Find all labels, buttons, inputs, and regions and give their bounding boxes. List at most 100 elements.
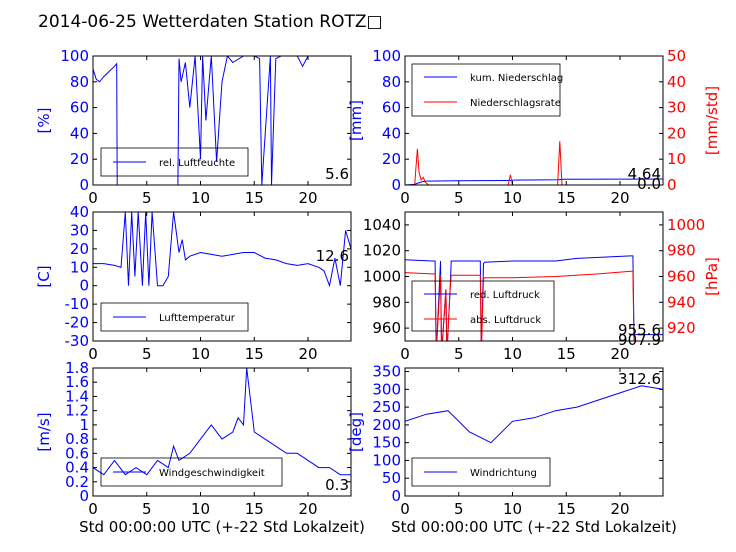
y-tick-label: 50 (382, 469, 401, 487)
x-tick-label: 0 (400, 345, 410, 363)
y-tick-label: 0 (79, 277, 89, 295)
legend-box (411, 63, 561, 117)
current-value-label: 4.64 (628, 165, 661, 183)
legend-label: rel. Luftfeuchte (159, 158, 235, 169)
plot-frame-windspeed (92, 367, 352, 497)
current-value-label-2: 0.0 (637, 175, 661, 193)
current-value-label: 955.6 (618, 321, 661, 339)
y-tick-label: 0 (79, 487, 89, 505)
x-tick-label: 20 (610, 345, 629, 363)
current-value-label: 12.6 (316, 247, 349, 265)
x-tick-label: 20 (610, 500, 629, 518)
x-tick-label: 5 (142, 500, 152, 518)
legend-label: Windrichtung (470, 468, 537, 479)
y-tick-label: -30 (65, 332, 90, 350)
x-tick-label: 5 (454, 189, 464, 207)
x-tick-label: 10 (191, 500, 210, 518)
y-right-tick-label: 960 (667, 268, 696, 286)
current-value-label-2: 907.9 (618, 331, 661, 349)
plot-frame-humidity (92, 55, 352, 186)
y-tick-label: 0.2 (65, 473, 89, 491)
y-tick-label: 0.6 (65, 444, 89, 462)
y-right-tick-label: 980 (667, 242, 696, 260)
y-right-tick-label: 30 (667, 99, 686, 117)
y-right-tick-label: 940 (667, 293, 696, 311)
x-tick-label: 0 (88, 189, 98, 207)
y-tick-label: 0.8 (65, 430, 89, 448)
series-line-precipitation-1 (405, 141, 663, 185)
x-tick-label: 15 (245, 500, 264, 518)
current-value-label: 5.6 (325, 165, 349, 183)
plot-temperature: 0 5 10 15 20-30-20-10010203040[C]Lufttempera… (35, 203, 352, 363)
y-tick-label: 1.8 (65, 359, 89, 377)
x-tick-label: 10 (191, 189, 210, 207)
plot-windspeed: 0 5 10 15 2000.20.40.60.811.21.41.61.8[m/s]S… (35, 359, 365, 536)
x-tick-label: 20 (298, 189, 317, 207)
x-tick-label: 5 (454, 345, 464, 363)
y-tick-label: 40 (382, 124, 401, 142)
y-right-tick-label: 920 (667, 319, 696, 337)
current-value-label: 0.3 (325, 476, 349, 494)
y-tick-label: 350 (372, 363, 401, 381)
y-axis-label: [m/s] (35, 412, 53, 451)
plot-frame-temperature (92, 211, 352, 342)
x-tick-label: 0 (88, 500, 98, 518)
legend-label: abs. Luftdruck (470, 315, 541, 326)
x-tick-label: 20 (298, 500, 317, 518)
x-tick-label: 10 (503, 500, 522, 518)
y-right-tick-label: 50 (667, 47, 686, 65)
x-tick-label: 15 (245, 189, 264, 207)
y-tick-label: 80 (382, 73, 401, 91)
y-tick-label: 1.6 (65, 373, 89, 391)
y-tick-label: 60 (382, 99, 401, 117)
legend-label: Niederschlagsrate (470, 98, 561, 109)
y-tick-label: 100 (372, 451, 401, 469)
y-tick-label: 1020 (363, 242, 401, 260)
y-tick-label: 10 (70, 258, 89, 276)
x-tick-label: 5 (142, 189, 152, 207)
plot-frame-precipitation (404, 55, 664, 186)
y-tick-label: 1 (79, 416, 89, 434)
x-tick-label: 0 (400, 189, 410, 207)
series-line-precipitation-0 (405, 178, 663, 185)
y-tick-label: 0 (79, 176, 89, 194)
y-tick-label: 30 (70, 221, 89, 239)
x-tick-label: 10 (503, 189, 522, 207)
series-line-humidity-0 (93, 56, 325, 185)
y-right-tick-label: 0 (667, 176, 677, 194)
y-tick-label: 0.4 (65, 459, 89, 477)
x-tick-label: 20 (298, 345, 317, 363)
x-tick-label: 0 (88, 345, 98, 363)
legend-box (100, 457, 283, 487)
y-right-tick-label: 1000 (667, 216, 705, 234)
legend-box (411, 280, 555, 332)
legend-label: red. Luftdruck (470, 290, 540, 301)
plot-pressure: 0 5 10 15 20 960 980 1000 1020 1040 920 940 960 980 10… (363, 211, 721, 363)
x-axis-label: Std 00:00:00 UTC (+-22 Std Lokalzeit) (391, 518, 677, 536)
page-title: 2014-06-25 Wetterdaten Station ROTZ□ (38, 12, 383, 32)
plot-precipitation: 0 5 10 15 20 0 20 40 60 80 100 0 10 20 30 40 50 [mm] [mm/s… (347, 47, 721, 207)
y-right-tick-label: 20 (667, 124, 686, 142)
y-tick-label: 40 (70, 203, 89, 221)
y-tick-label: 300 (372, 380, 401, 398)
series-line-windspeed-0 (93, 368, 351, 476)
y-tick-label: 20 (70, 150, 89, 168)
y-tick-label: 1.2 (65, 402, 89, 420)
y-right-axis-label: [mm/std] (703, 86, 721, 155)
y-tick-label: 40 (70, 124, 89, 142)
y-axis-label: [mm] (347, 100, 365, 141)
y-tick-label: 0 (391, 487, 401, 505)
x-tick-label: 20 (610, 189, 629, 207)
y-tick-label: 1.4 (65, 387, 89, 405)
current-value-label: 312.6 (618, 370, 661, 388)
legend-box (100, 147, 249, 177)
y-tick-label: 80 (70, 73, 89, 91)
y-tick-label: 60 (70, 99, 89, 117)
x-tick-label: 5 (142, 345, 152, 363)
y-right-tick-label: 10 (667, 150, 686, 168)
y-tick-label: 960 (372, 319, 401, 337)
y-axis-label: [%] (35, 108, 53, 134)
y-tick-label: -10 (65, 295, 90, 313)
